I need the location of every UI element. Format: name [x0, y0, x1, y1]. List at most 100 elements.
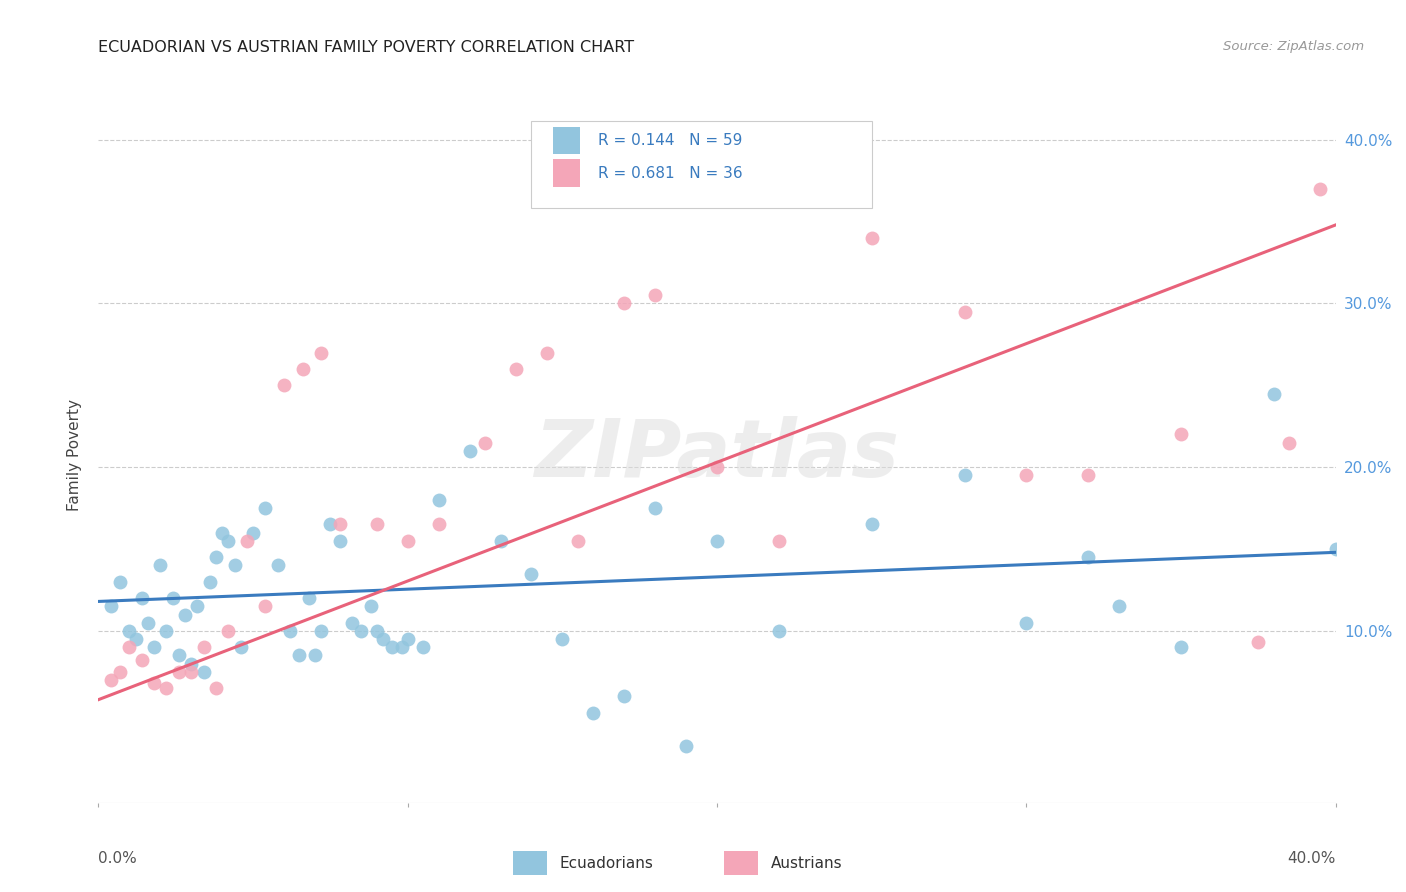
Point — [366, 517, 388, 532]
Point — [360, 599, 382, 614]
Point — [1077, 468, 1099, 483]
Point — [118, 640, 141, 655]
Point — [236, 533, 259, 548]
Point — [366, 624, 388, 638]
FancyBboxPatch shape — [724, 851, 758, 875]
Text: 40.0%: 40.0% — [1288, 851, 1336, 865]
Point — [474, 435, 496, 450]
Point — [1170, 427, 1192, 442]
Point — [706, 460, 728, 475]
Point — [1015, 468, 1038, 483]
Point — [118, 624, 141, 638]
Point — [329, 517, 352, 532]
Point — [254, 501, 277, 516]
Text: Austrians: Austrians — [770, 855, 842, 871]
Point — [131, 591, 153, 606]
Point — [217, 624, 239, 638]
Point — [489, 533, 512, 548]
Point — [329, 533, 352, 548]
Point — [505, 362, 527, 376]
Point — [291, 362, 314, 376]
Point — [860, 231, 883, 245]
Point — [644, 288, 666, 302]
Point — [229, 640, 252, 655]
Point — [567, 533, 589, 548]
Point — [254, 599, 277, 614]
Point — [371, 632, 394, 646]
Point — [613, 690, 636, 704]
Point — [205, 550, 228, 565]
FancyBboxPatch shape — [553, 127, 579, 154]
Point — [155, 624, 177, 638]
Point — [1278, 435, 1301, 450]
Point — [350, 624, 373, 638]
Point — [180, 665, 202, 679]
Y-axis label: Family Poverty: Family Poverty — [67, 399, 83, 511]
Point — [520, 566, 543, 581]
Point — [162, 591, 184, 606]
Point — [953, 468, 976, 483]
Point — [340, 615, 363, 630]
Point — [412, 640, 434, 655]
Point — [224, 558, 246, 573]
Point — [1247, 635, 1270, 649]
Point — [167, 648, 190, 663]
Point — [136, 615, 159, 630]
Point — [143, 640, 166, 655]
Point — [267, 558, 290, 573]
Point — [391, 640, 413, 655]
Point — [288, 648, 311, 663]
Point — [458, 443, 481, 458]
Point — [205, 681, 228, 696]
Text: 0.0%: 0.0% — [98, 851, 138, 865]
Point — [953, 304, 976, 318]
Point — [298, 591, 321, 606]
Point — [396, 632, 419, 646]
Point — [309, 345, 332, 359]
Point — [644, 501, 666, 516]
Point — [1015, 615, 1038, 630]
Text: ZIPatlas: ZIPatlas — [534, 416, 900, 494]
Point — [319, 517, 342, 532]
Text: Ecuadorians: Ecuadorians — [560, 855, 654, 871]
Point — [100, 673, 122, 687]
Point — [582, 706, 605, 720]
Point — [108, 665, 131, 679]
Point — [768, 533, 790, 548]
Text: R = 0.144   N = 59: R = 0.144 N = 59 — [599, 133, 742, 148]
Point — [1108, 599, 1130, 614]
Point — [396, 533, 419, 548]
Point — [217, 533, 239, 548]
FancyBboxPatch shape — [531, 121, 872, 208]
FancyBboxPatch shape — [553, 159, 579, 187]
Point — [131, 653, 153, 667]
Point — [427, 492, 450, 507]
Point — [124, 632, 146, 646]
Point — [273, 378, 295, 392]
Point — [309, 624, 332, 638]
Point — [198, 574, 221, 589]
Point — [193, 665, 215, 679]
Text: Source: ZipAtlas.com: Source: ZipAtlas.com — [1223, 40, 1364, 54]
Point — [381, 640, 404, 655]
Point — [613, 296, 636, 310]
Point — [1077, 550, 1099, 565]
Point — [1309, 182, 1331, 196]
Point — [155, 681, 177, 696]
Point — [1324, 542, 1347, 557]
Point — [143, 676, 166, 690]
Point — [167, 665, 190, 679]
Point — [860, 517, 883, 532]
Point — [427, 517, 450, 532]
Text: R = 0.681   N = 36: R = 0.681 N = 36 — [599, 166, 742, 181]
Point — [706, 533, 728, 548]
Point — [186, 599, 208, 614]
Point — [1170, 640, 1192, 655]
Point — [211, 525, 233, 540]
Point — [551, 632, 574, 646]
Point — [1263, 386, 1285, 401]
Point — [100, 599, 122, 614]
FancyBboxPatch shape — [513, 851, 547, 875]
Text: ECUADORIAN VS AUSTRIAN FAMILY POVERTY CORRELATION CHART: ECUADORIAN VS AUSTRIAN FAMILY POVERTY CO… — [98, 40, 634, 55]
Point — [242, 525, 264, 540]
